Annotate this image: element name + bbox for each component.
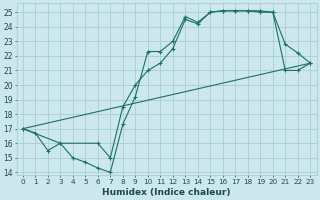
X-axis label: Humidex (Indice chaleur): Humidex (Indice chaleur) [102, 188, 231, 197]
